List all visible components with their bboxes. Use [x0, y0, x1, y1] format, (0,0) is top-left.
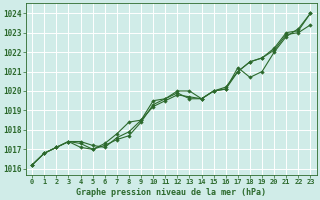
- X-axis label: Graphe pression niveau de la mer (hPa): Graphe pression niveau de la mer (hPa): [76, 188, 266, 197]
